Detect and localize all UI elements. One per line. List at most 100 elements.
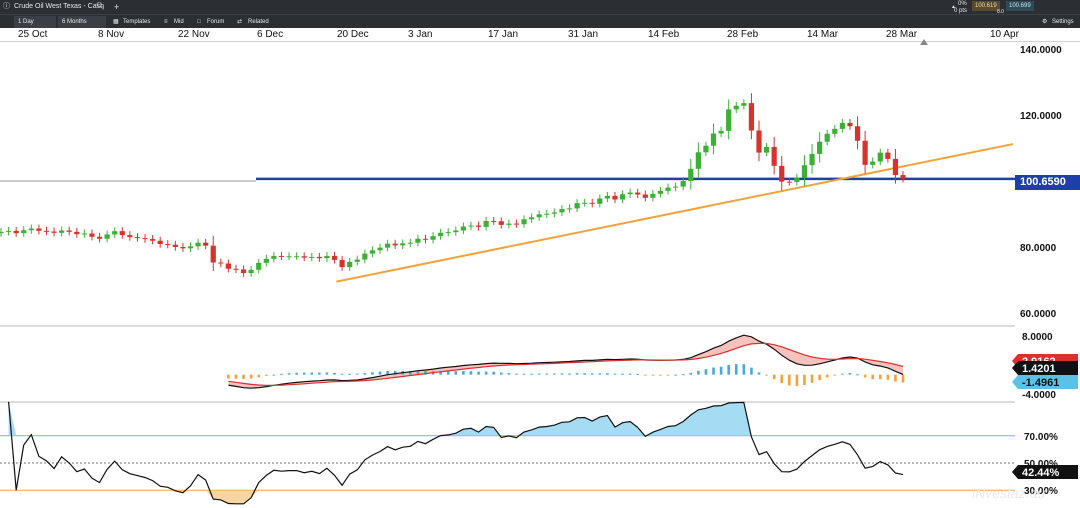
macd-histogram-bar bbox=[378, 371, 382, 375]
macd-histogram-bar bbox=[810, 374, 814, 383]
templates-button[interactable]: Templates bbox=[123, 19, 151, 25]
rsi-overbought-fill bbox=[8, 401, 904, 436]
candle-up bbox=[438, 232, 444, 237]
macd-histogram-bar bbox=[371, 372, 374, 375]
mid-button[interactable]: Mid bbox=[174, 19, 184, 25]
candle-down bbox=[779, 165, 785, 182]
x-tick-label: 17 Jan bbox=[488, 29, 519, 40]
candle-up bbox=[400, 243, 406, 246]
macd-histogram-bar bbox=[454, 371, 458, 375]
direction-icon: ▲ bbox=[951, 4, 956, 10]
macd-histogram-bar bbox=[553, 373, 556, 375]
candle-down bbox=[491, 220, 497, 222]
templates-icon[interactable]: ▦ bbox=[113, 19, 119, 25]
gear-icon[interactable]: ⚙ bbox=[1042, 19, 1048, 25]
related-icon[interactable]: ⇄ bbox=[237, 19, 243, 25]
candle-up bbox=[59, 230, 65, 233]
sell-price-button[interactable]: 100.619 bbox=[972, 1, 1000, 11]
x-tick-label: 14 Mar bbox=[807, 29, 839, 40]
top-bar: ⓘ Crude Oil West Texas - Cash 🔍︎ + ▲ 0% … bbox=[0, 0, 1080, 15]
candle-up bbox=[650, 193, 656, 198]
macd-histogram-bar bbox=[583, 373, 586, 375]
candle-up bbox=[741, 103, 747, 106]
candle-up bbox=[483, 220, 489, 227]
candle-down bbox=[498, 221, 504, 225]
macd-histogram-bar bbox=[568, 373, 571, 375]
macd-histogram-bar bbox=[590, 373, 594, 375]
interval-select[interactable]: 1 Day bbox=[14, 16, 56, 28]
candle-up bbox=[551, 212, 557, 214]
macd-histogram-bar bbox=[492, 371, 495, 375]
candle-up bbox=[468, 225, 474, 227]
macd-histogram-bar bbox=[788, 374, 791, 386]
search-icon[interactable]: 🔍︎ bbox=[96, 3, 105, 10]
macd-histogram-bar bbox=[446, 371, 450, 375]
candle-down bbox=[134, 237, 141, 239]
candle-up bbox=[430, 236, 436, 240]
macd-histogram-bar bbox=[325, 372, 329, 375]
candle-up bbox=[354, 259, 360, 262]
candle-down bbox=[36, 228, 42, 231]
candle-up bbox=[369, 250, 376, 254]
macd-histogram-bar bbox=[750, 367, 753, 375]
change-pts: 0 pts bbox=[954, 8, 968, 14]
macd-histogram-bar bbox=[734, 364, 738, 375]
macd-histogram-bar bbox=[530, 373, 533, 375]
macd-histogram-bar bbox=[295, 372, 298, 375]
macd-histogram-bar bbox=[515, 373, 518, 375]
macd-histogram-bar bbox=[825, 374, 829, 378]
forum-icon[interactable]: □ bbox=[197, 19, 201, 25]
info-icon[interactable]: ⓘ bbox=[3, 3, 10, 10]
buy-price-button[interactable]: 100.699 bbox=[1006, 1, 1034, 11]
range-select[interactable]: 6 Months bbox=[58, 16, 106, 28]
macd-histogram-bar bbox=[606, 373, 609, 375]
related-button[interactable]: Related bbox=[248, 19, 269, 25]
macd-histogram-bar bbox=[863, 374, 867, 378]
macd-histogram-value-box bbox=[1018, 375, 1078, 389]
trendline[interactable] bbox=[336, 143, 1014, 283]
candle-up bbox=[665, 187, 671, 191]
macd-histogram-bar bbox=[409, 370, 412, 375]
candle-up bbox=[680, 181, 686, 187]
x-tick-label: 6 Dec bbox=[257, 29, 284, 40]
rsi-value: 42.44% bbox=[1022, 467, 1060, 479]
candle-up bbox=[718, 130, 724, 134]
candle-up bbox=[688, 168, 694, 181]
chart-type-icon[interactable]: ≡ bbox=[164, 19, 168, 25]
macd-histogram-bar bbox=[249, 374, 253, 379]
candle-up bbox=[817, 141, 823, 154]
scroll-to-latest-icon[interactable] bbox=[920, 39, 928, 45]
macd-histogram-bar bbox=[499, 372, 503, 375]
rsi-value-pointer bbox=[1012, 465, 1018, 479]
candle-down bbox=[771, 147, 777, 166]
candle-up bbox=[187, 246, 194, 249]
candle-up bbox=[294, 256, 300, 258]
macd-histogram-bar bbox=[416, 370, 420, 375]
candle-down bbox=[748, 103, 755, 131]
macd-histogram-bar bbox=[484, 371, 488, 375]
rsi-value-box bbox=[1018, 465, 1078, 479]
candle-up bbox=[627, 192, 633, 195]
macd-histogram-bar bbox=[659, 374, 662, 376]
candle-up bbox=[21, 230, 27, 234]
candle-down bbox=[51, 231, 57, 233]
candle-up bbox=[529, 217, 535, 220]
candle-up bbox=[604, 195, 610, 199]
candle-up bbox=[271, 255, 277, 259]
macd-histogram-bar bbox=[719, 366, 723, 375]
macd-histogram-bar bbox=[818, 374, 821, 381]
macd-histogram-bar bbox=[841, 373, 844, 375]
x-tick-label: 25 Oct bbox=[18, 29, 48, 40]
candle-up bbox=[445, 232, 451, 234]
macd-histogram-bar bbox=[287, 373, 291, 375]
candle-down bbox=[786, 181, 792, 183]
add-tab-icon[interactable]: + bbox=[114, 2, 120, 12]
x-tick-label: 28 Feb bbox=[727, 29, 759, 40]
macd-histogram-bar bbox=[537, 373, 541, 375]
settings-button[interactable]: Settings bbox=[1052, 19, 1074, 25]
instrument-name[interactable]: Crude Oil West Texas - Cash bbox=[14, 3, 104, 10]
forum-button[interactable]: Forum bbox=[207, 19, 225, 25]
rsi-axis-label: 50.00% bbox=[1024, 459, 1058, 470]
candle-down bbox=[165, 244, 171, 246]
